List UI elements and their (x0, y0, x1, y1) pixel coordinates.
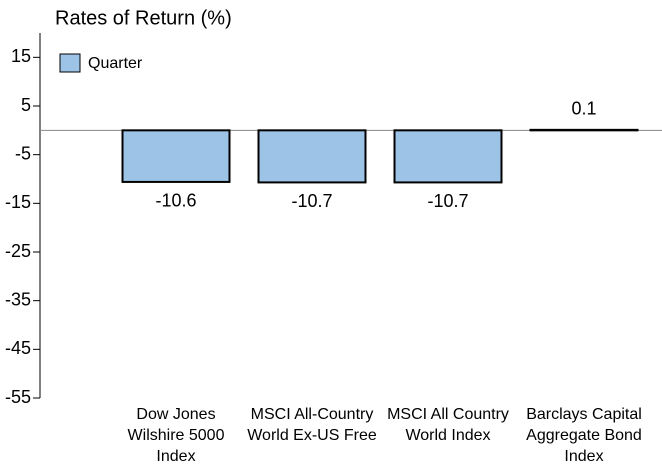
y-tick-label: 5 (21, 95, 31, 115)
y-tick-label: -35 (5, 289, 31, 309)
y-tick-label: 15 (11, 46, 31, 66)
y-tick-label: -15 (5, 192, 31, 212)
bar (529, 128, 639, 132)
y-tick-label: -45 (5, 338, 31, 358)
y-tick-label: -25 (5, 241, 31, 261)
value-label: -10.7 (427, 191, 468, 211)
bar (257, 129, 367, 184)
legend-swatch (59, 53, 81, 73)
x-tick-label: Barclays Capital Aggregate Bond Index (526, 406, 642, 465)
value-label: -10.7 (291, 191, 332, 211)
bar (121, 129, 231, 183)
y-tick-label: -55 (5, 387, 31, 407)
legend-label: Quarter (88, 55, 143, 72)
x-tick-label: MSCI All-Country World Ex-US Free (247, 406, 377, 444)
bar (393, 129, 503, 184)
value-label: 0.1 (571, 99, 596, 119)
chart-title: Rates of Return (%) (55, 7, 232, 29)
x-tick-label: Dow Jones Wilshire 5000 Index (127, 406, 225, 465)
value-label: -10.6 (155, 191, 196, 211)
x-tick-label: MSCI All Country World Index (387, 406, 509, 444)
y-tick-label: -5 (15, 143, 31, 163)
